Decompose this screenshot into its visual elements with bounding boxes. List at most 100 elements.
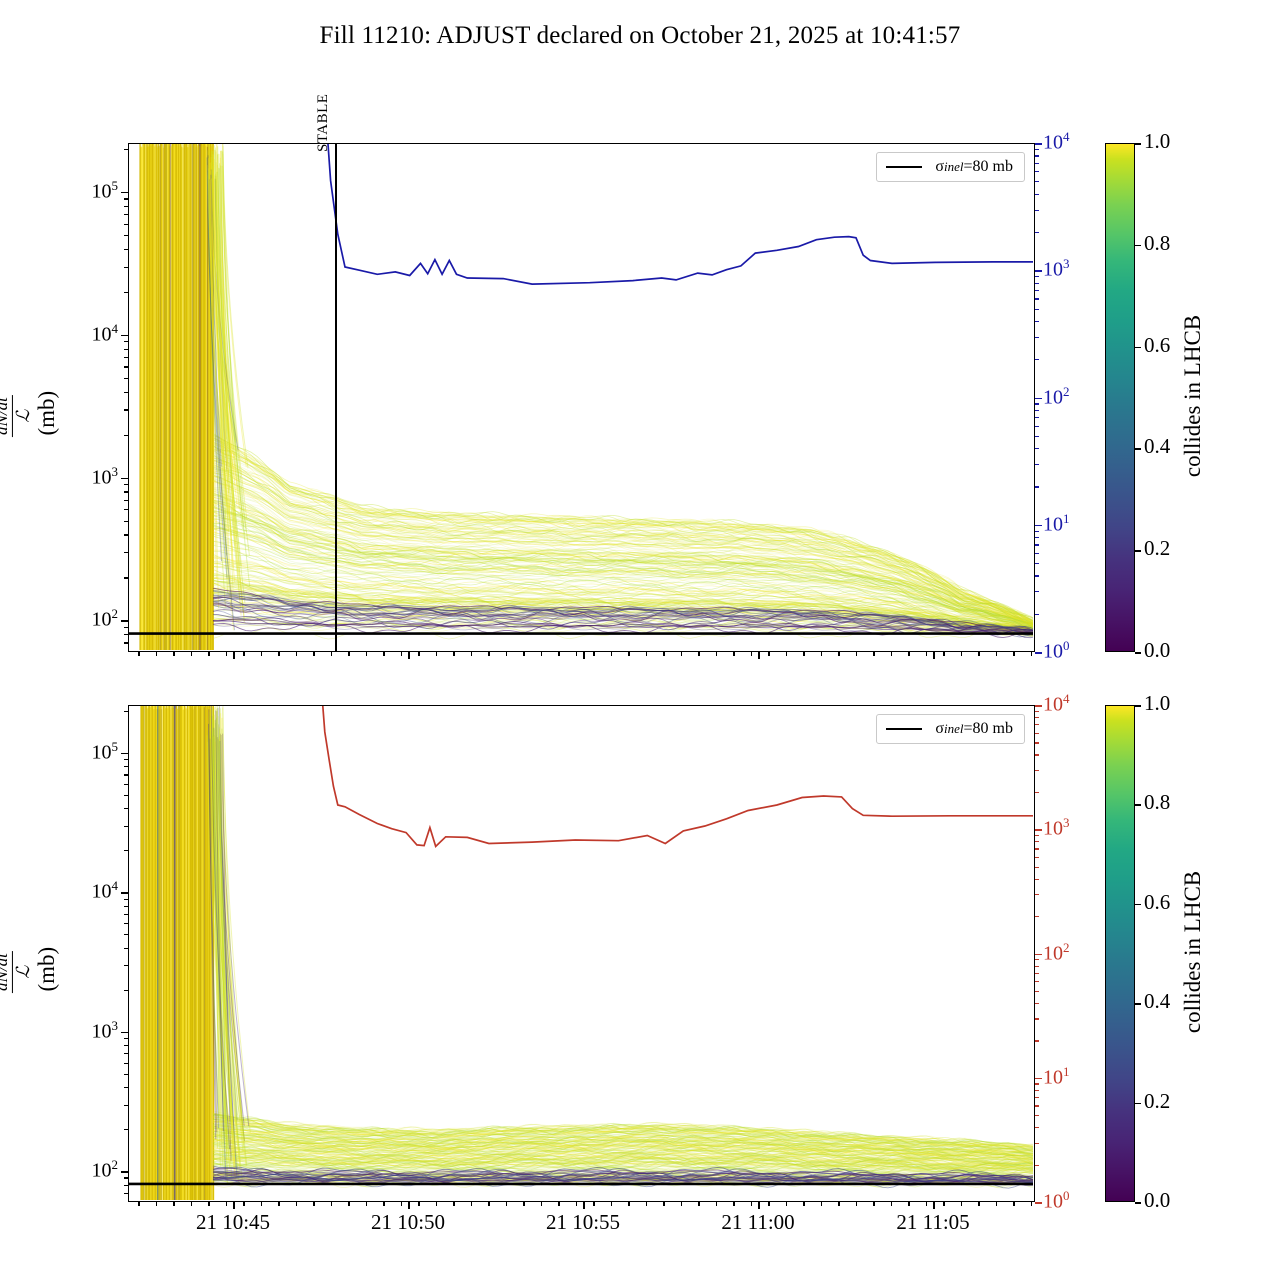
y-minor-tick-top [124,520,128,522]
y-minor-tick-top [124,391,128,393]
x-tick-label-1: 21 10:50 [370,1210,446,1234]
x-minor-tick-top [435,652,438,656]
y-tick-label-bottom-3: 105 [91,738,119,764]
right-tick-label-bottom-0: 100 [1043,1188,1070,1213]
right-minor-tick-bottom [1035,916,1039,918]
y-minor-tick-top [124,266,128,268]
plot-area-top [129,144,1034,651]
x-minor-tick-top [260,652,263,656]
x-minor-tick-top [383,652,385,656]
colorbar-tick-label-bottom-5: 1.0 [1144,691,1171,715]
right-minor-tick-top [1035,537,1039,539]
y-minor-tick-top [124,634,128,636]
y-minor-tick-top [124,499,128,501]
x-minor-tick-top [960,652,963,656]
right-minor-tick-top [1035,231,1039,234]
x-minor-tick-top [313,652,315,656]
right-minor-tick-top [1035,148,1039,150]
x-minor-tick-bottom [295,1202,298,1206]
right-minor-tick-top [1035,320,1039,323]
right-tick-mark-bottom-4 [1035,705,1042,707]
right-tick-mark-bottom-0 [1035,1202,1042,1204]
right-tick-mark-top-2 [1035,397,1042,399]
x-minor-tick-top [453,652,455,656]
right-minor-tick-top [1035,276,1039,278]
x-minor-tick-bottom [208,1202,210,1206]
right-minor-tick-bottom [1035,972,1039,974]
x-minor-tick-bottom [873,1202,875,1206]
right-minor-tick-bottom [1035,856,1039,858]
colorbar-label-bottom: collides in LHCB [1180,870,1205,1033]
x-minor-tick-top [908,652,910,656]
y-minor-tick-bottom [124,913,128,915]
y-minor-tick-top [124,577,128,579]
x-minor-tick-top [138,652,140,656]
stable-marker-line [335,144,337,651]
y-axis-label-bottom: dN/dt ℒ (mb) [0,942,60,1002]
x-minor-tick-bottom [243,1202,245,1206]
y-minor-tick-bottom [124,934,128,936]
right-minor-tick-top [1035,425,1039,427]
right-minor-tick-top [1035,409,1039,412]
x-tick-label-0: 21 10:45 [195,1210,271,1234]
x-minor-tick-top [663,652,665,656]
plot-panel-bottom: σinel=80 mb [128,705,1035,1202]
right-minor-tick-bottom [1035,791,1039,794]
plot-area-bottom [129,706,1034,1201]
y-minor-tick-bottom [124,825,128,827]
colorbar-tick-label-bottom-3: 0.6 [1144,889,1171,914]
y-minor-tick-top [124,205,128,207]
y-tick-mark-top-3 [121,191,128,194]
y-minor-tick-top [124,434,128,436]
colorbar-tick-mark-bottom-4 [1135,804,1141,806]
x-minor-tick-top [803,652,805,656]
right-minor-tick-bottom [1035,1105,1039,1107]
right-minor-tick-bottom [1035,878,1039,880]
y-tick-label-top-0: 102 [91,606,119,631]
y-minor-tick-top [124,366,128,368]
x-minor-tick-bottom [470,1202,473,1206]
x-minor-tick-bottom [313,1202,315,1206]
colorbar-label-top: collides in LHCB [1180,314,1205,477]
right-minor-tick-top [1035,435,1039,437]
y-minor-tick-bottom [124,794,128,796]
y-tick-label-top-2: 104 [91,320,119,346]
x-minor-tick-bottom [838,1202,840,1206]
x-minor-tick-top [698,652,700,656]
x-minor-tick-top [330,652,333,656]
x-minor-tick-top [873,652,875,656]
y-minor-tick-bottom [124,1184,128,1186]
x-minor-tick-top [593,652,595,656]
y-minor-tick-bottom [124,923,128,925]
right-tick-mark-top-0 [1035,652,1042,654]
x-minor-tick-top [925,652,928,656]
x-minor-tick-top [295,652,298,656]
x-minor-tick-top [400,652,403,656]
y-tick-mark-bottom-1 [121,1031,128,1034]
x-minor-tick-bottom [348,1202,350,1206]
x-minor-tick-bottom [278,1202,280,1206]
y-minor-tick-top [124,198,128,200]
x-minor-tick-top [855,652,858,656]
colorbar-bottom [1105,705,1135,1202]
right-minor-tick-bottom [1035,965,1039,967]
right-tick-label-top-4: 104 [1043,129,1070,154]
right-minor-tick-bottom [1035,1018,1039,1020]
x-tick-label-4: 21 11:05 [896,1210,970,1234]
colorbar-tick-mark-top-0 [1135,652,1141,654]
y-minor-tick-bottom [124,1192,128,1194]
stable-annotation-label: STABLE [315,93,331,152]
colorbar-tick-mark-bottom-3 [1135,903,1141,906]
colorbar-tick-mark-bottom-0 [1135,1202,1141,1204]
x-minor-tick-bottom [383,1202,385,1206]
x-minor-tick-top [225,652,228,656]
right-tick-label-top-0: 100 [1043,638,1070,663]
y-minor-tick-top [124,356,128,358]
y-minor-tick-top [124,484,128,486]
bunch-traces-top [129,144,1033,650]
x-minor-tick-bottom [768,1202,770,1206]
right-minor-tick-bottom [1035,742,1039,744]
x-minor-tick-bottom [488,1202,490,1206]
right-minor-tick-top [1035,417,1039,419]
colorbar-tick-mark-top-2 [1135,448,1141,450]
